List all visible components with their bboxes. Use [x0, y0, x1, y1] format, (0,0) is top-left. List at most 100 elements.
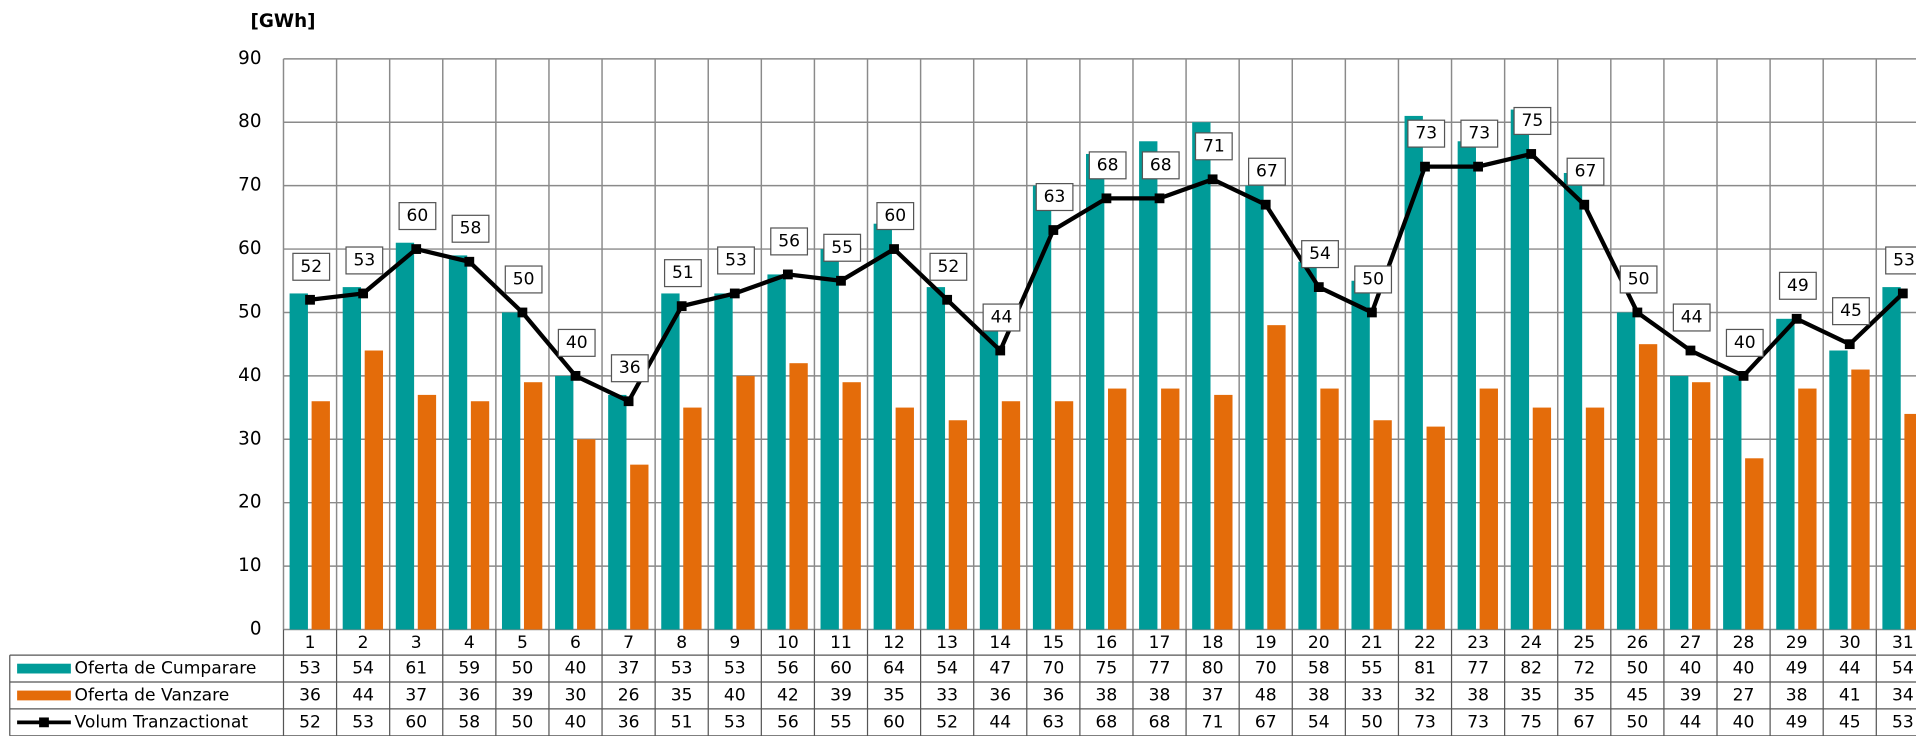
- x-tick-label: 19: [1255, 633, 1277, 653]
- x-tick-label: 4: [464, 633, 475, 653]
- x-tick-label: 6: [570, 633, 581, 653]
- data-label: 60: [407, 206, 429, 226]
- table-cell: 55: [1361, 659, 1383, 679]
- table-cell: 40: [1733, 712, 1755, 732]
- bar: [1320, 388, 1339, 630]
- table-cell: 36: [458, 685, 480, 705]
- line-marker: [1101, 193, 1112, 204]
- table-cell: 35: [1573, 685, 1595, 705]
- data-label: 52: [300, 257, 322, 277]
- line-marker: [782, 269, 793, 280]
- data-label: 56: [778, 231, 800, 251]
- x-tick-label: 15: [1042, 633, 1064, 653]
- bar: [1054, 401, 1074, 630]
- line-marker: [411, 244, 422, 254]
- table-cell: 50: [512, 712, 534, 732]
- data-label: 44: [991, 308, 1013, 328]
- table-cell: 73: [1414, 712, 1436, 732]
- data-label-box: [292, 252, 331, 281]
- data-label: 50: [1362, 269, 1384, 289]
- line-marker: [889, 244, 899, 254]
- legend-swatch: [17, 690, 71, 701]
- bar: [926, 287, 946, 630]
- line-marker: [1632, 307, 1643, 318]
- bar: [1670, 375, 1689, 630]
- bar: [1563, 172, 1583, 630]
- y-tick-label: 20: [238, 492, 261, 513]
- table-cell: 80: [1202, 659, 1224, 679]
- table-cell: 53: [724, 712, 746, 732]
- x-tick-label: 17: [1149, 633, 1171, 653]
- data-label-box: [1035, 182, 1074, 212]
- table-cell: 60: [830, 659, 852, 679]
- data-label: 36: [619, 358, 641, 378]
- legend-swatch: [17, 663, 71, 674]
- data-label-box: [451, 214, 490, 243]
- bar: [417, 394, 437, 630]
- data-label-box: [345, 246, 384, 275]
- y-tick-label: 0: [250, 618, 262, 639]
- data-label: 75: [1522, 111, 1544, 131]
- table-cell: 40: [565, 712, 587, 732]
- table-cell: 64: [883, 659, 905, 679]
- data-label: 55: [831, 238, 853, 258]
- x-tick-label: 7: [623, 633, 634, 653]
- x-tick-label: 29: [1786, 633, 1808, 653]
- table-cell: 50: [1361, 712, 1383, 732]
- data-label-box: [610, 354, 649, 383]
- table-cell: 50: [1626, 659, 1648, 679]
- x-tick-label: 31: [1892, 633, 1914, 653]
- bar: [342, 287, 362, 630]
- table-cell: 60: [405, 712, 427, 732]
- bar: [683, 407, 702, 630]
- line-marker: [995, 345, 1006, 356]
- table-cell: 58: [1308, 659, 1330, 679]
- bar: [1267, 325, 1286, 630]
- x-tick-label: 16: [1096, 633, 1118, 653]
- line-marker: [623, 396, 634, 407]
- bar: [842, 382, 861, 630]
- bar: [1479, 388, 1498, 630]
- data-label: 40: [566, 333, 588, 353]
- line-marker: [676, 301, 687, 312]
- table-cell: 38: [1467, 685, 1489, 705]
- table-cell: 40: [1733, 659, 1755, 679]
- bar: [820, 249, 839, 630]
- bar: [1532, 407, 1552, 630]
- table-cell: 53: [352, 712, 374, 732]
- table-cell: 63: [1042, 712, 1064, 732]
- bar: [577, 439, 596, 630]
- table-cell: 48: [1255, 685, 1277, 705]
- table-cell: 60: [883, 712, 905, 732]
- bar: [1001, 401, 1021, 630]
- table-cell: 47: [989, 659, 1011, 679]
- data-label: 49: [1787, 276, 1809, 296]
- table-cell: 38: [1786, 685, 1808, 705]
- table-cell: 38: [1149, 685, 1171, 705]
- data-label: 53: [1893, 250, 1915, 270]
- data-label: 63: [1044, 187, 1066, 207]
- table-cell: 39: [1680, 685, 1702, 705]
- bar: [608, 394, 627, 630]
- data-label: 71: [1203, 136, 1225, 156]
- bar: [1192, 122, 1211, 630]
- x-tick-label: 5: [517, 633, 528, 653]
- data-label-box: [1141, 151, 1180, 180]
- data-label-box: [717, 246, 755, 275]
- x-tick-label: 26: [1626, 633, 1648, 653]
- table-cell: 40: [565, 659, 587, 679]
- table-cell: 82: [1520, 659, 1542, 679]
- data-label: 50: [513, 269, 535, 289]
- table-cell: 41: [1839, 685, 1861, 705]
- x-tick-label: 12: [883, 633, 905, 653]
- table-cell: 33: [936, 685, 958, 705]
- table-cell: 38: [1096, 685, 1118, 705]
- bar: [1032, 185, 1052, 630]
- legend-label: Oferta de Cumparare: [75, 659, 257, 679]
- x-tick-label: 14: [989, 633, 1011, 653]
- data-label-box: [1301, 240, 1339, 269]
- legend-label: Volum Tranzactionat: [75, 712, 249, 732]
- bar: [1745, 458, 1764, 630]
